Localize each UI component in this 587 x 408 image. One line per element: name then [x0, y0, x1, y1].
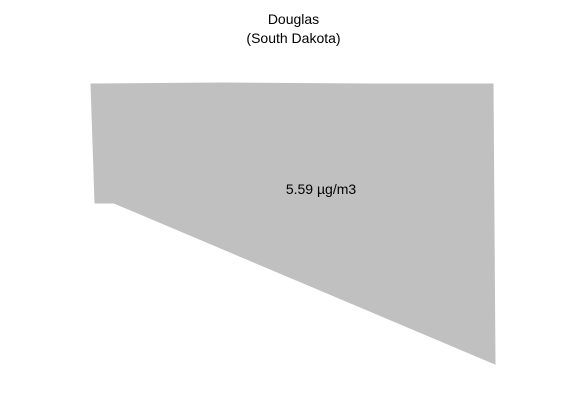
region-value-label: 5.59 µg/m3 — [221, 180, 421, 198]
county-region-shape — [91, 83, 495, 364]
map-title: Douglas — [0, 10, 587, 29]
map-subtitle: (South Dakota) — [0, 29, 587, 48]
map-title-block: Douglas (South Dakota) — [0, 10, 587, 48]
